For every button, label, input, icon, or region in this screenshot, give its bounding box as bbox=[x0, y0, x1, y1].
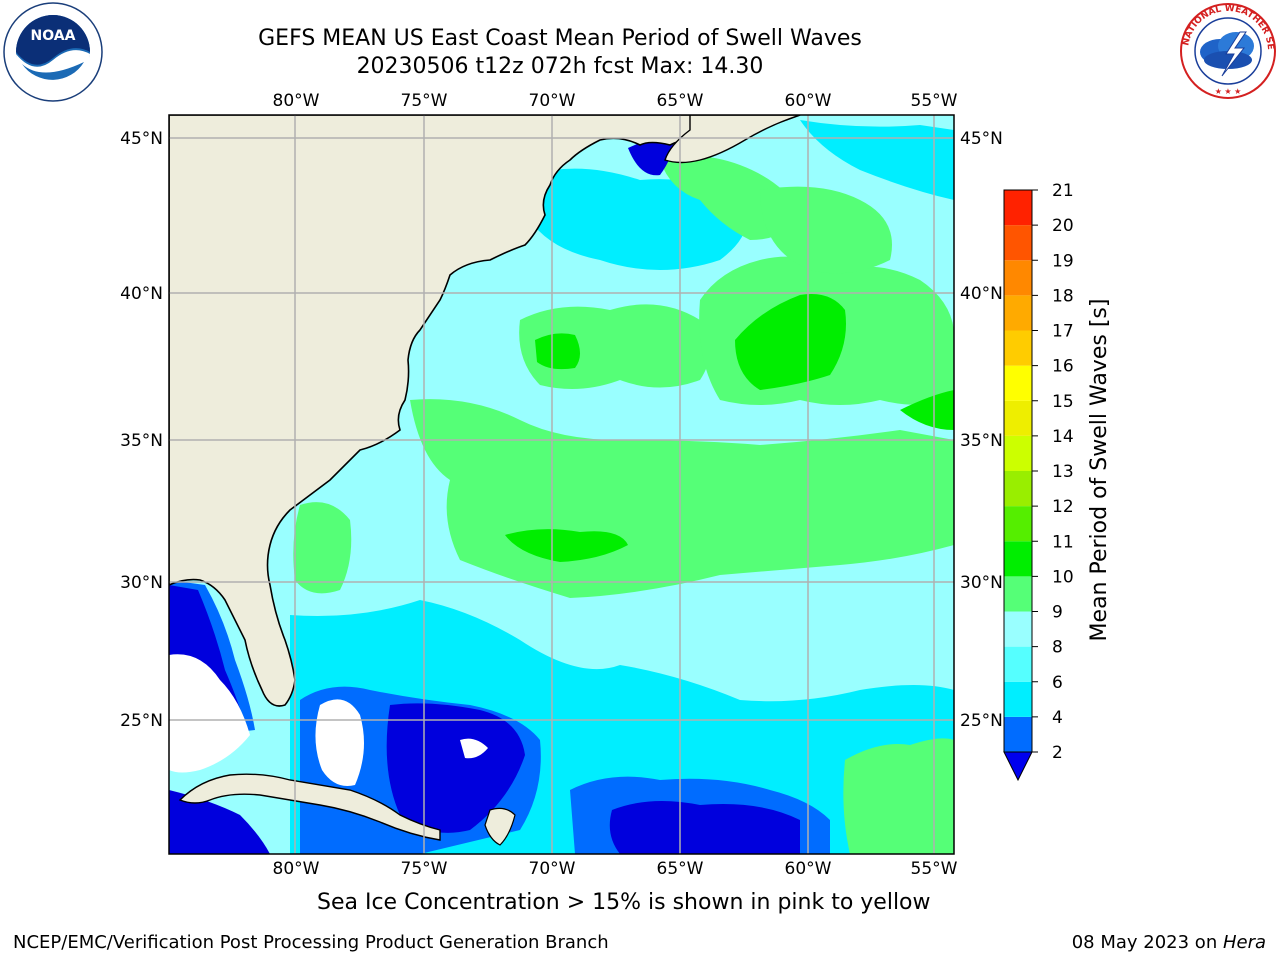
map-frame bbox=[168, 114, 955, 855]
lon-label-bottom-60w: 60°W bbox=[785, 859, 832, 879]
hispaniola-land bbox=[484, 807, 516, 846]
colorbar-label: Mean Period of Swell Waves [s] bbox=[1087, 299, 1112, 642]
colorbar-tick-label: 8 bbox=[1052, 638, 1063, 658]
lon-label-top-55w: 55°W bbox=[911, 91, 958, 111]
svg-text:★ ★ ★: ★ ★ ★ bbox=[1215, 87, 1242, 96]
colorbar-bin bbox=[1004, 190, 1032, 226]
colorbar-tick-label: 17 bbox=[1052, 322, 1074, 342]
generation-date: 08 May 2023 on Hera bbox=[1072, 932, 1266, 953]
lon-label-bottom-70w: 70°W bbox=[529, 859, 576, 879]
colorbar-bin bbox=[1004, 611, 1032, 647]
lon-label-bottom-55w: 55°W bbox=[911, 859, 958, 879]
colorbar-bin bbox=[1004, 681, 1032, 717]
lat-label-left-45n: 45°N bbox=[120, 129, 163, 149]
colorbar-bin bbox=[1004, 716, 1032, 752]
colorbar-tick-label: 14 bbox=[1052, 427, 1074, 447]
lat-label-right-45n: 45°N bbox=[960, 129, 1003, 149]
ocean-period-6-8-northeast bbox=[800, 120, 954, 200]
gulf-no-data-area bbox=[169, 654, 250, 773]
colorbar-tick-label: 6 bbox=[1052, 673, 1063, 693]
colorbar-tick-label: 16 bbox=[1052, 357, 1074, 377]
colorbar-bin bbox=[1004, 295, 1032, 331]
noaa-logo-text: NOAA bbox=[31, 28, 76, 44]
colorbar-tick-label: 10 bbox=[1052, 567, 1074, 587]
lon-label-top-70w: 70°W bbox=[529, 91, 576, 111]
lon-label-top-65w: 65°W bbox=[657, 91, 704, 111]
colorbar-tick-label: 21 bbox=[1052, 181, 1074, 201]
bahamas-no-data-area bbox=[315, 699, 364, 786]
map-plot-area bbox=[169, 115, 954, 854]
ocean-period-10-11-far-east bbox=[900, 390, 954, 430]
colorbar-bin bbox=[1004, 365, 1032, 401]
north-america-land bbox=[169, 115, 801, 707]
lat-label-right-25n: 25°N bbox=[960, 711, 1003, 731]
ocean-period-9-10-southeast bbox=[843, 738, 954, 854]
ocean-period-9-10-coast bbox=[293, 502, 352, 594]
sea-ice-caption: Sea Ice Concentration > 15% is shown in … bbox=[317, 890, 931, 915]
lat-label-left-40n: 40°N bbox=[120, 284, 163, 304]
lon-label-bottom-65w: 65°W bbox=[657, 859, 704, 879]
chart-title: GEFS MEAN US East Coast Mean Period of S… bbox=[258, 26, 862, 51]
colorbar-bin bbox=[1004, 260, 1032, 296]
colorbar-bin bbox=[1004, 646, 1032, 682]
colorbar-tick-label: 18 bbox=[1052, 286, 1074, 306]
ocean-period-2-4-caribbean bbox=[169, 790, 270, 854]
colorbar-tick-label: 11 bbox=[1052, 532, 1074, 552]
colorbar: 2 4 6 8 9 10 11 12 13 14 15 16 17 18 19 20 21 bbox=[1003, 181, 1074, 782]
lat-label-left-35n: 35°N bbox=[120, 431, 163, 451]
colorbar-tick-label: 19 bbox=[1052, 251, 1074, 271]
lon-label-top-80w: 80°W bbox=[273, 91, 320, 111]
machine-name: Hera bbox=[1222, 932, 1266, 953]
lon-label-top-75w: 75°W bbox=[401, 91, 448, 111]
ocean-period-9-10-northeast bbox=[760, 186, 892, 274]
cuba-land bbox=[178, 773, 441, 841]
lat-label-right-30n: 30°N bbox=[960, 573, 1003, 593]
colorbar-bin bbox=[1004, 225, 1032, 261]
ocean-period-2-4-south bbox=[609, 801, 800, 854]
colorbar-tick-label: 15 bbox=[1052, 392, 1074, 412]
lon-label-bottom-75w: 75°W bbox=[401, 859, 448, 879]
colorbar-bin bbox=[1004, 506, 1032, 542]
lon-label-bottom-80w: 80°W bbox=[273, 859, 320, 879]
noaa-logo: NOAA bbox=[3, 2, 103, 102]
lat-label-left-25n: 25°N bbox=[120, 711, 163, 731]
bahamas-no-data-area-2 bbox=[460, 738, 488, 759]
organization-credit: NCEP/EMC/Verification Post Processing Pr… bbox=[13, 932, 609, 953]
ocean-period-2-4-bahamas bbox=[386, 703, 525, 833]
colorbar-bin bbox=[1004, 400, 1032, 436]
colorbar-under-triangle bbox=[1003, 751, 1033, 782]
ocean-period-10-11-south bbox=[505, 529, 628, 562]
colorbar-bin bbox=[1004, 435, 1032, 471]
lat-label-right-35n: 35°N bbox=[960, 431, 1003, 451]
colorbar-bin bbox=[1004, 471, 1032, 507]
colorbar-bin bbox=[1004, 330, 1032, 366]
colorbar-bin bbox=[1004, 576, 1032, 612]
map-gridlines bbox=[169, 115, 954, 854]
ocean-period-10-11-east bbox=[735, 294, 846, 390]
colorbar-tick-label: 13 bbox=[1052, 462, 1074, 482]
lon-label-top-60w: 60°W bbox=[785, 91, 832, 111]
lat-label-right-40n: 40°N bbox=[960, 284, 1003, 304]
chart-subtitle: 20230506 t12z 072h fcst Max: 14.30 bbox=[356, 54, 764, 79]
colorbar-tick-label: 4 bbox=[1052, 708, 1063, 728]
colorbar-tick-label: 20 bbox=[1052, 216, 1074, 236]
generation-date-text: 08 May 2023 on bbox=[1071, 932, 1223, 953]
nws-logo: NATIONAL WEATHER SERVICE ★ ★ ★ bbox=[1178, 2, 1276, 99]
colorbar-tick-label: 12 bbox=[1052, 497, 1074, 517]
lat-label-left-30n: 30°N bbox=[120, 573, 163, 593]
ocean-period-10-11-west bbox=[535, 333, 580, 370]
colorbar-tick-label: 9 bbox=[1052, 603, 1063, 623]
colorbar-tick-label: 2 bbox=[1052, 743, 1063, 763]
colorbar-bin bbox=[1004, 541, 1032, 577]
